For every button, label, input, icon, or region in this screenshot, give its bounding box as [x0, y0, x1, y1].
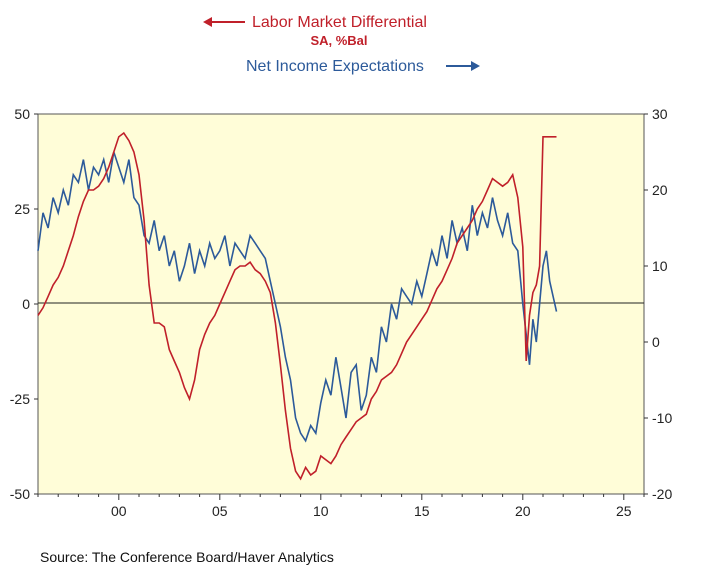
- right-axis: 30 20 10 0 -10 -20: [644, 106, 672, 502]
- x-tick-label: 05: [212, 503, 228, 519]
- x-tick-label: 00: [111, 503, 127, 519]
- left-tick-label: -50: [10, 486, 30, 502]
- left-axis: 50 25 0 -25 -50: [10, 106, 38, 502]
- x-tick-label: 15: [414, 503, 430, 519]
- series-line-net-income-expectations: [37, 151, 558, 443]
- x-tick-label: 10: [313, 503, 329, 519]
- legend-income-label: Net Income Expectations: [246, 58, 424, 75]
- right-tick-label: 10: [652, 258, 668, 274]
- x-tick-label: 20: [515, 503, 531, 519]
- right-tick-label: 30: [652, 106, 668, 122]
- legend-labor-label: Labor Market Differential: [252, 14, 427, 31]
- left-tick-label: -25: [10, 391, 30, 407]
- legend-labor-arrow-icon: [203, 17, 245, 27]
- left-tick-label: 25: [14, 201, 30, 217]
- left-tick-label: 50: [14, 106, 30, 122]
- legend-income-arrow-icon: [446, 61, 480, 71]
- right-tick-label: -20: [652, 486, 672, 502]
- right-tick-label: 0: [652, 334, 660, 350]
- x-tick-label: 25: [616, 503, 632, 519]
- right-tick-label: 20: [652, 182, 668, 198]
- x-axis: 00 05 10 15 20 25: [37, 494, 645, 519]
- series-line-labor-market-differential: [37, 131, 557, 481]
- left-tick-label: 0: [22, 296, 30, 312]
- source-note: Source: The Conference Board/Haver Analy…: [40, 549, 334, 565]
- plot-area: [37, 113, 645, 495]
- legend-labor-subtitle: SA, %Bal: [310, 33, 367, 48]
- legend: Labor Market Differential SA, %Bal Net I…: [203, 14, 480, 75]
- right-tick-label: -10: [652, 410, 672, 426]
